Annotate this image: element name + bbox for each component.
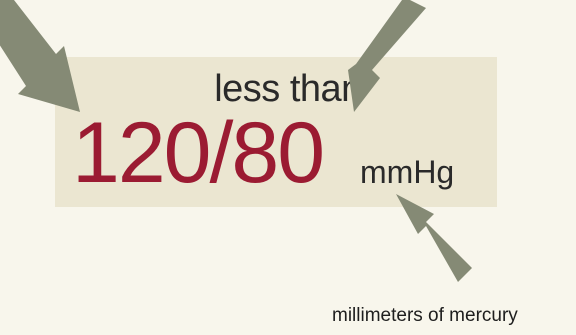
unit-caption: millimeters of mercury <box>332 305 518 326</box>
prefix-text: less than <box>214 68 362 110</box>
unit-text: mmHg <box>360 154 455 190</box>
reading-panel <box>55 57 497 207</box>
arrow-icon <box>396 194 472 282</box>
pressure-value: 120/80 <box>72 105 325 201</box>
arrow-icon <box>348 0 426 112</box>
arrow-icon <box>0 0 80 112</box>
